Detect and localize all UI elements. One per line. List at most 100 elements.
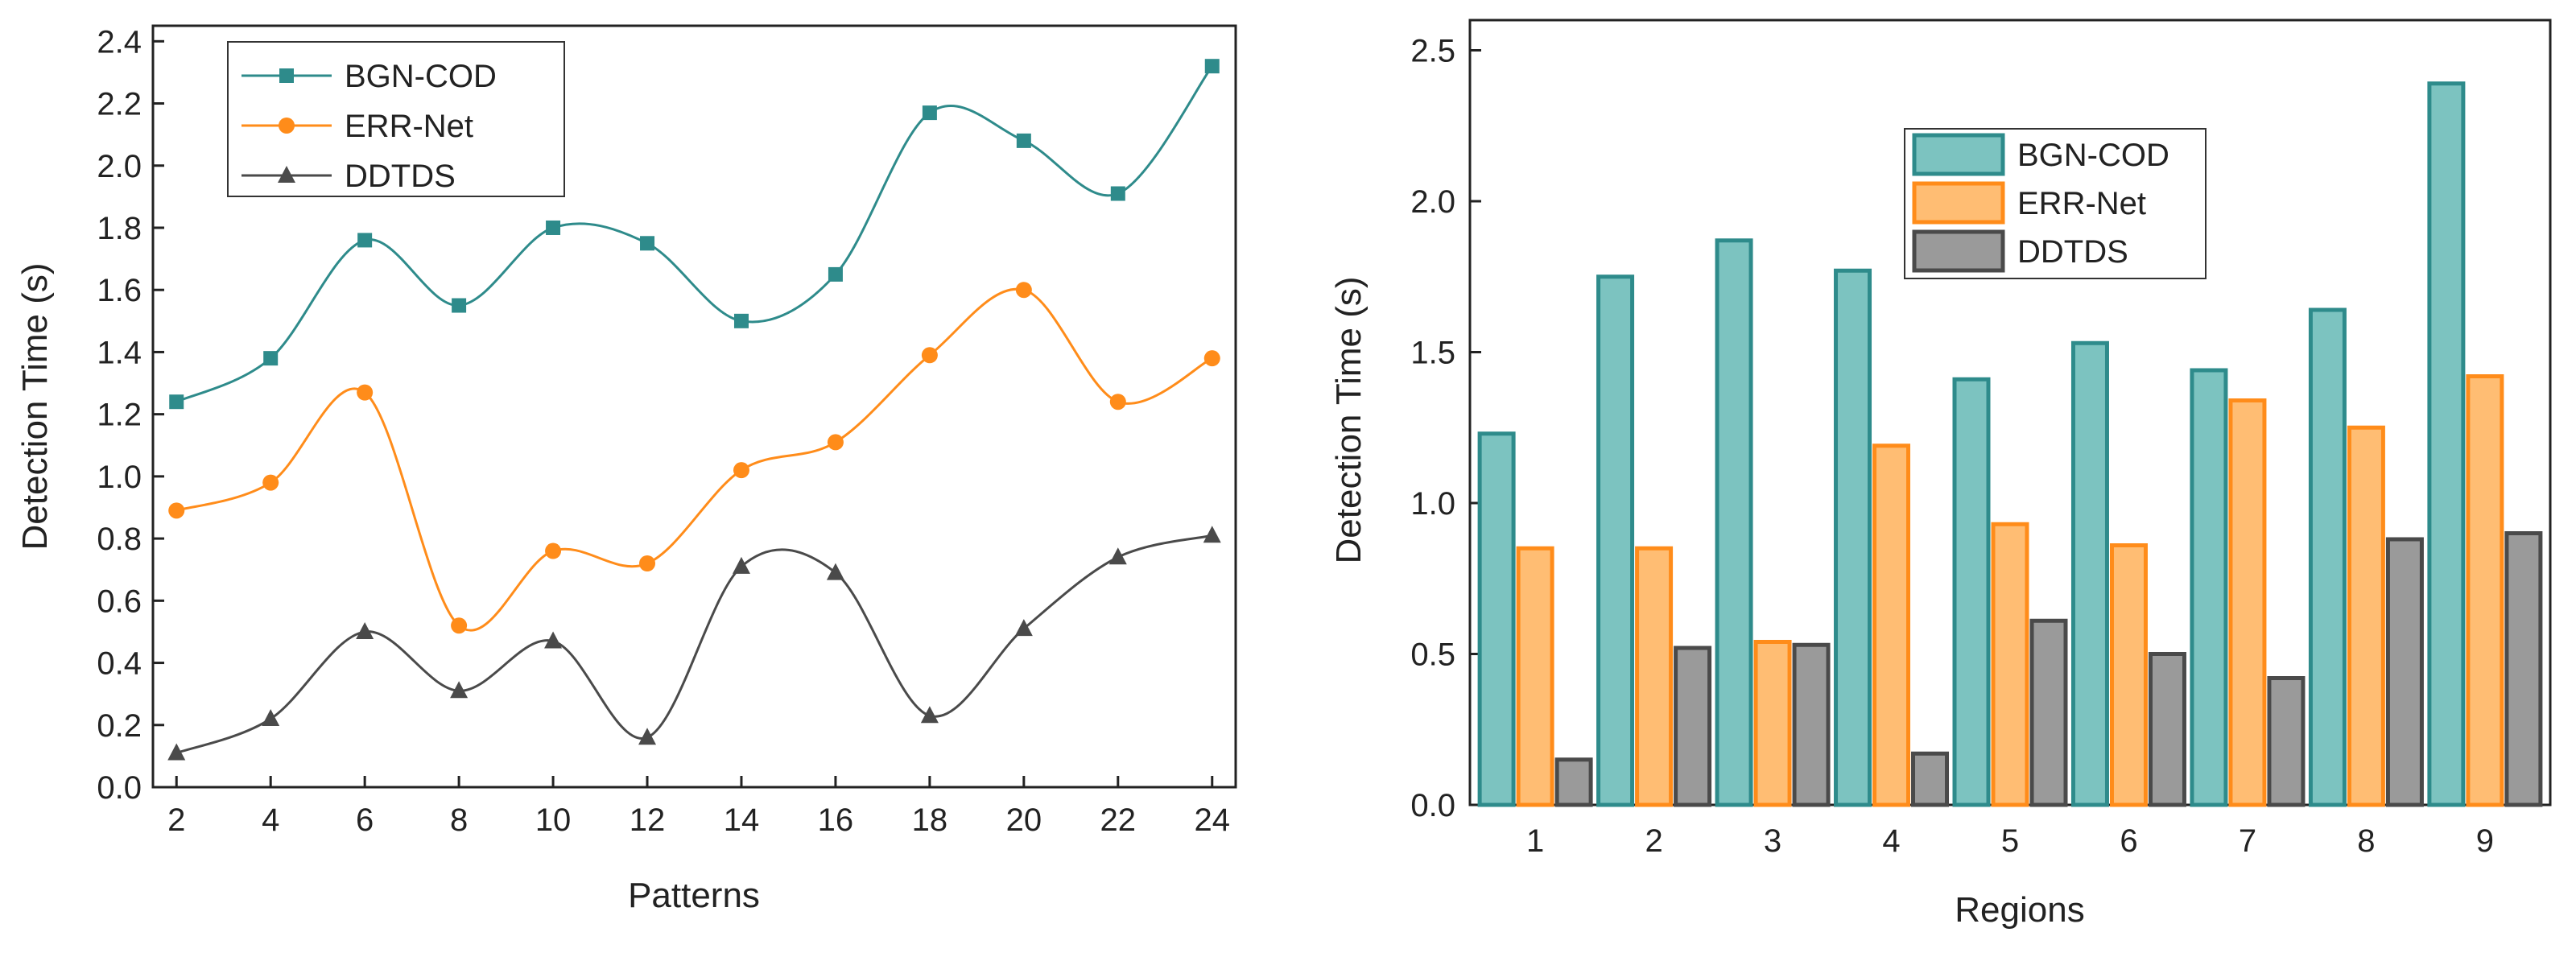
- line-chart-legend-entries: BGN-COD ERR-Net DDTDS: [242, 59, 497, 194]
- data-point: [169, 394, 184, 410]
- bar-chart-y-axis-label: Detection Time (s): [1329, 277, 1368, 564]
- bar-err-net: [1753, 640, 1792, 807]
- data-point: [1203, 350, 1220, 367]
- bar-ddtds: [1674, 646, 1712, 807]
- bar-chart-y-ticks: 0.0 0.5 1.0 1.5 2.0 2.5: [1410, 34, 1481, 823]
- data-point: [1108, 547, 1127, 565]
- line-chart-x-ticks: 2 4 6 8 10 12 14 16 18 20 22 24: [167, 776, 1230, 838]
- legend-marker: [279, 118, 295, 134]
- x-tick-label: 4: [1882, 823, 1900, 859]
- data-point: [639, 555, 656, 571]
- data-point: [922, 105, 937, 121]
- series-line-bgn-cod: [175, 65, 1213, 403]
- x-tick-label: 4: [262, 802, 279, 838]
- bar-ddtds: [1911, 751, 1950, 807]
- y-tick-label: 2.4: [97, 24, 142, 60]
- data-point: [921, 347, 938, 364]
- bar-ddtds: [2029, 618, 2068, 807]
- data-point: [1203, 526, 1221, 543]
- y-tick-label: 0.4: [97, 646, 142, 682]
- bar-err-net: [2109, 543, 2148, 807]
- data-point: [732, 556, 750, 574]
- x-tick-label: 5: [2001, 823, 2019, 859]
- x-tick-label: 14: [724, 802, 760, 838]
- bar-bgn-cod: [2070, 340, 2109, 807]
- bar-chart-legend: BGN-COD ERR-Net DDTDS: [1904, 128, 2207, 279]
- bar-bgn-cod: [2190, 368, 2228, 807]
- bar-bgn-cod: [1952, 377, 1991, 807]
- data-point: [920, 706, 939, 724]
- data-point: [356, 621, 374, 639]
- x-tick-label: 12: [630, 802, 666, 838]
- line-chart-y-axis-label: Detection Time (s): [15, 263, 55, 551]
- bar-bgn-cod: [1715, 238, 1753, 807]
- bar-chart-legend-entries: BGN-COD ERR-Net DDTDS: [1912, 133, 2169, 273]
- x-tick-label: 16: [818, 802, 854, 838]
- legend-label: DDTDS: [345, 159, 456, 194]
- bar-err-net: [1635, 546, 1674, 807]
- bar-bgn-cod: [1596, 274, 1635, 807]
- legend-swatch: [1912, 133, 2005, 176]
- data-point: [733, 462, 749, 479]
- bar-ddtds: [2385, 537, 2424, 807]
- bar-chart: 0.0 0.5 1.0 1.5 2.0 2.5 1 2 3 4 5 6 7 8 9 Regions Det…: [1329, 19, 2552, 930]
- data-point: [638, 728, 657, 745]
- bar-bgn-cod: [1834, 268, 1872, 807]
- bar-ddtds: [2148, 652, 2186, 807]
- data-point: [451, 617, 468, 634]
- data-point: [826, 563, 844, 580]
- data-point: [827, 434, 844, 451]
- data-point: [1110, 186, 1125, 201]
- y-tick-label: 0.8: [97, 522, 142, 557]
- bar-err-net: [1872, 443, 1911, 807]
- x-tick-label: 10: [535, 802, 572, 838]
- y-tick-label: 0.6: [97, 584, 142, 619]
- y-tick-label: 2.0: [1410, 184, 1455, 220]
- x-tick-label: 9: [2476, 823, 2494, 859]
- data-point: [452, 298, 467, 313]
- bar-ddtds: [2267, 676, 2306, 807]
- y-tick-label: 2.2: [97, 87, 142, 122]
- legend-marker: [278, 166, 295, 183]
- x-tick-label: 6: [356, 802, 374, 838]
- x-tick-label: 8: [450, 802, 468, 838]
- y-tick-label: 1.0: [97, 460, 142, 495]
- data-point: [640, 236, 655, 251]
- y-tick-label: 1.5: [1410, 336, 1455, 371]
- y-tick-label: 0.2: [97, 708, 142, 744]
- y-tick-label: 1.0: [1410, 486, 1455, 522]
- bar-bgn-cod: [2308, 307, 2347, 807]
- line-chart-x-axis-label: Patterns: [628, 876, 760, 915]
- data-point: [545, 542, 562, 559]
- y-tick-label: 0.0: [97, 770, 142, 806]
- x-tick-label: 3: [1764, 823, 1781, 859]
- data-point: [167, 743, 186, 761]
- y-tick-label: 1.2: [97, 398, 142, 433]
- legend-label: DDTDS: [2017, 234, 2128, 270]
- data-point: [263, 351, 279, 366]
- data-point: [262, 709, 280, 727]
- x-tick-label: 20: [1006, 802, 1042, 838]
- bar-ddtds: [1554, 757, 1593, 807]
- bar-ddtds: [1792, 642, 1831, 807]
- data-point: [357, 233, 373, 248]
- bar-chart-x-axis-label: Regions: [1955, 890, 2084, 930]
- bar-err-net: [2347, 425, 2385, 807]
- bar-err-net: [1516, 546, 1554, 807]
- x-tick-label: 18: [912, 802, 948, 838]
- legend-label: BGN-COD: [2017, 138, 2169, 173]
- data-point: [828, 266, 843, 282]
- y-tick-label: 1.8: [97, 211, 142, 246]
- x-tick-label: 22: [1100, 802, 1137, 838]
- legend-swatch: [1912, 229, 2005, 273]
- legend-label: BGN-COD: [345, 59, 497, 94]
- line-chart-series: [167, 59, 1221, 761]
- y-tick-label: 0.5: [1410, 637, 1455, 673]
- x-tick-label: 2: [167, 802, 185, 838]
- bar-err-net: [2466, 374, 2504, 807]
- bar-ddtds: [2504, 531, 2543, 807]
- data-point: [1204, 59, 1220, 74]
- legend-marker: [279, 68, 294, 83]
- data-point: [1016, 133, 1031, 148]
- y-tick-label: 0.0: [1410, 788, 1455, 823]
